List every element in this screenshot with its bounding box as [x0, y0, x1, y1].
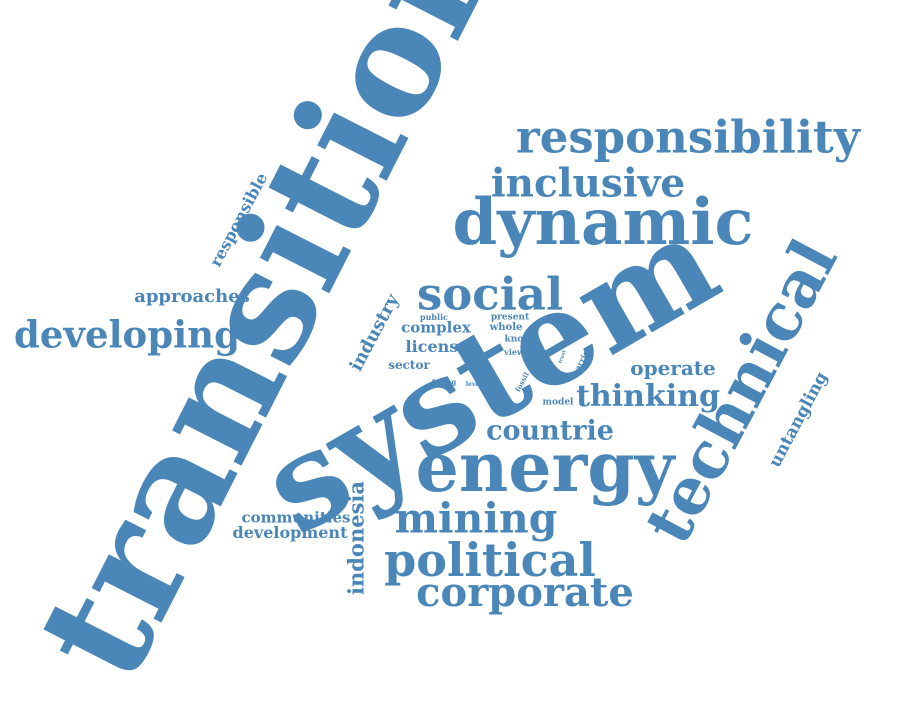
word-dynamic: dynamic	[452, 185, 754, 260]
word-model: model	[542, 397, 574, 408]
word-knot: knot	[504, 334, 528, 345]
word-inclusive: inclusive	[490, 160, 686, 207]
word-cloud: transition system energy technical respo…	[3, 0, 860, 705]
word-developing: developing	[14, 312, 240, 357]
word-social: social	[416, 267, 564, 321]
word-corporate: corporate	[416, 569, 634, 616]
word-energy: energy	[415, 428, 675, 508]
word-whole: whole	[489, 322, 523, 333]
word-communities: communities	[241, 508, 351, 527]
word-view: view	[504, 347, 524, 357]
word-complex: complex	[401, 318, 471, 337]
word-approaches: approaches	[134, 286, 250, 307]
word-development: development	[232, 523, 348, 542]
word-responsibility: responsibility	[516, 110, 860, 164]
word-present: present	[490, 312, 530, 323]
word-lever: lever	[465, 381, 483, 388]
word-operate: operate	[630, 356, 716, 380]
word-license: license	[405, 337, 469, 356]
word-political: political	[384, 533, 596, 587]
word-public: public	[420, 312, 448, 322]
word-facing: facing	[431, 377, 457, 387]
word-mining: mining	[394, 494, 558, 543]
word-countrie: countrie	[486, 415, 614, 447]
word-indonesia: indonesia	[343, 481, 369, 595]
word-sector: sector	[388, 358, 430, 372]
word-thinking: thinking	[576, 379, 720, 414]
